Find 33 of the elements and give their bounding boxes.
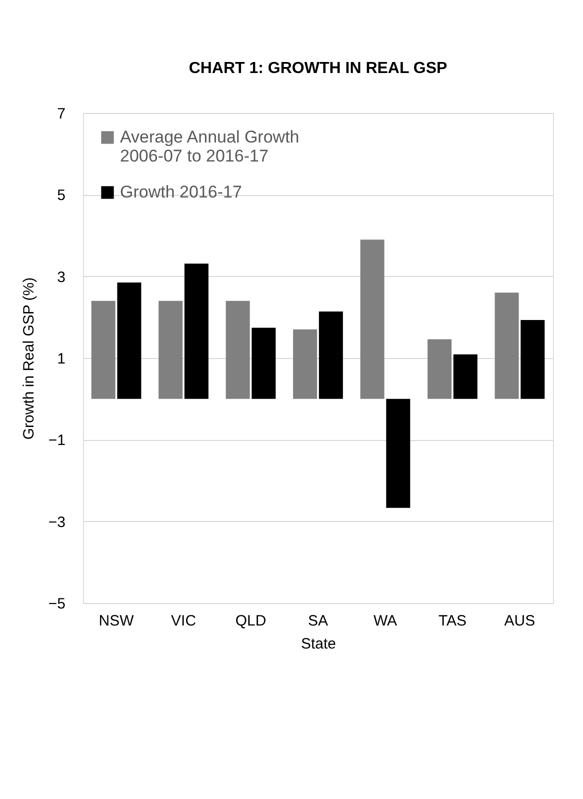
bar [184,264,208,399]
y-axis-title: Growth in Real GSP (%) [20,277,38,440]
y-tick-label: 1 [57,350,66,368]
x-tick-label: QLD [235,612,266,630]
x-tick-label: VIC [171,612,196,630]
bar [293,329,318,399]
y-tick-label: −3 [48,514,66,531]
y-tick-label: 5 [57,187,66,204]
legend-label: Average Annual Growth 2006-07 to 2016-17 [120,128,300,166]
bar [117,282,142,399]
x-tick-label: TAS [438,612,467,630]
x-tick-label: SA [308,612,328,630]
y-tick-label: 3 [57,268,66,286]
x-tick-label: WA [373,612,398,630]
y-tick-label: −1 [48,432,66,450]
bar [318,311,343,399]
bar [158,300,183,399]
bar [91,300,116,399]
bar [428,339,452,399]
bar [494,292,519,399]
bar [386,398,410,508]
bar [520,320,545,399]
x-tick-label: NSW [98,612,135,630]
bar [252,328,276,399]
bar [360,240,384,399]
y-tick-label: 7 [57,106,66,122]
bar [226,300,250,399]
legend-label: Growth 2016-17 [120,182,242,202]
bar [453,354,478,399]
x-axis-title: State [300,636,336,652]
y-tick-label: −5 [48,596,66,612]
chart-title: CHART 1: GROWTH IN REAL GSP [188,60,448,77]
x-tick-label: AUS [504,612,536,630]
